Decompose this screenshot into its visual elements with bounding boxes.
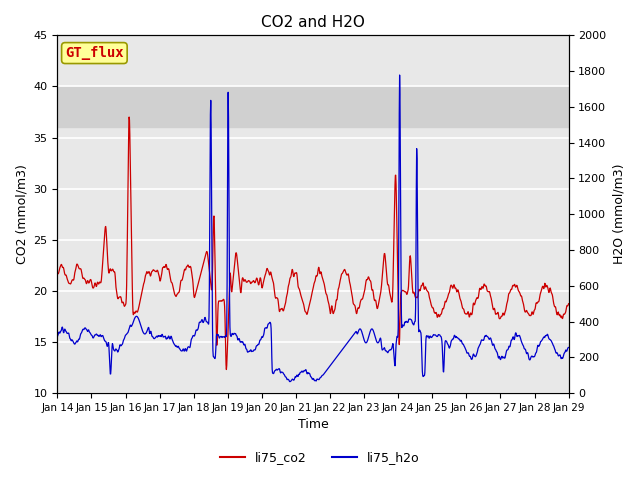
Text: GT_flux: GT_flux xyxy=(65,46,124,60)
Y-axis label: H2O (mmol/m3): H2O (mmol/m3) xyxy=(612,164,625,264)
Legend: li75_co2, li75_h2o: li75_co2, li75_h2o xyxy=(215,446,425,469)
Title: CO2 and H2O: CO2 and H2O xyxy=(261,15,365,30)
X-axis label: Time: Time xyxy=(298,419,328,432)
Y-axis label: CO2 (mmol/m3): CO2 (mmol/m3) xyxy=(15,164,28,264)
Bar xyxy=(58,86,568,127)
